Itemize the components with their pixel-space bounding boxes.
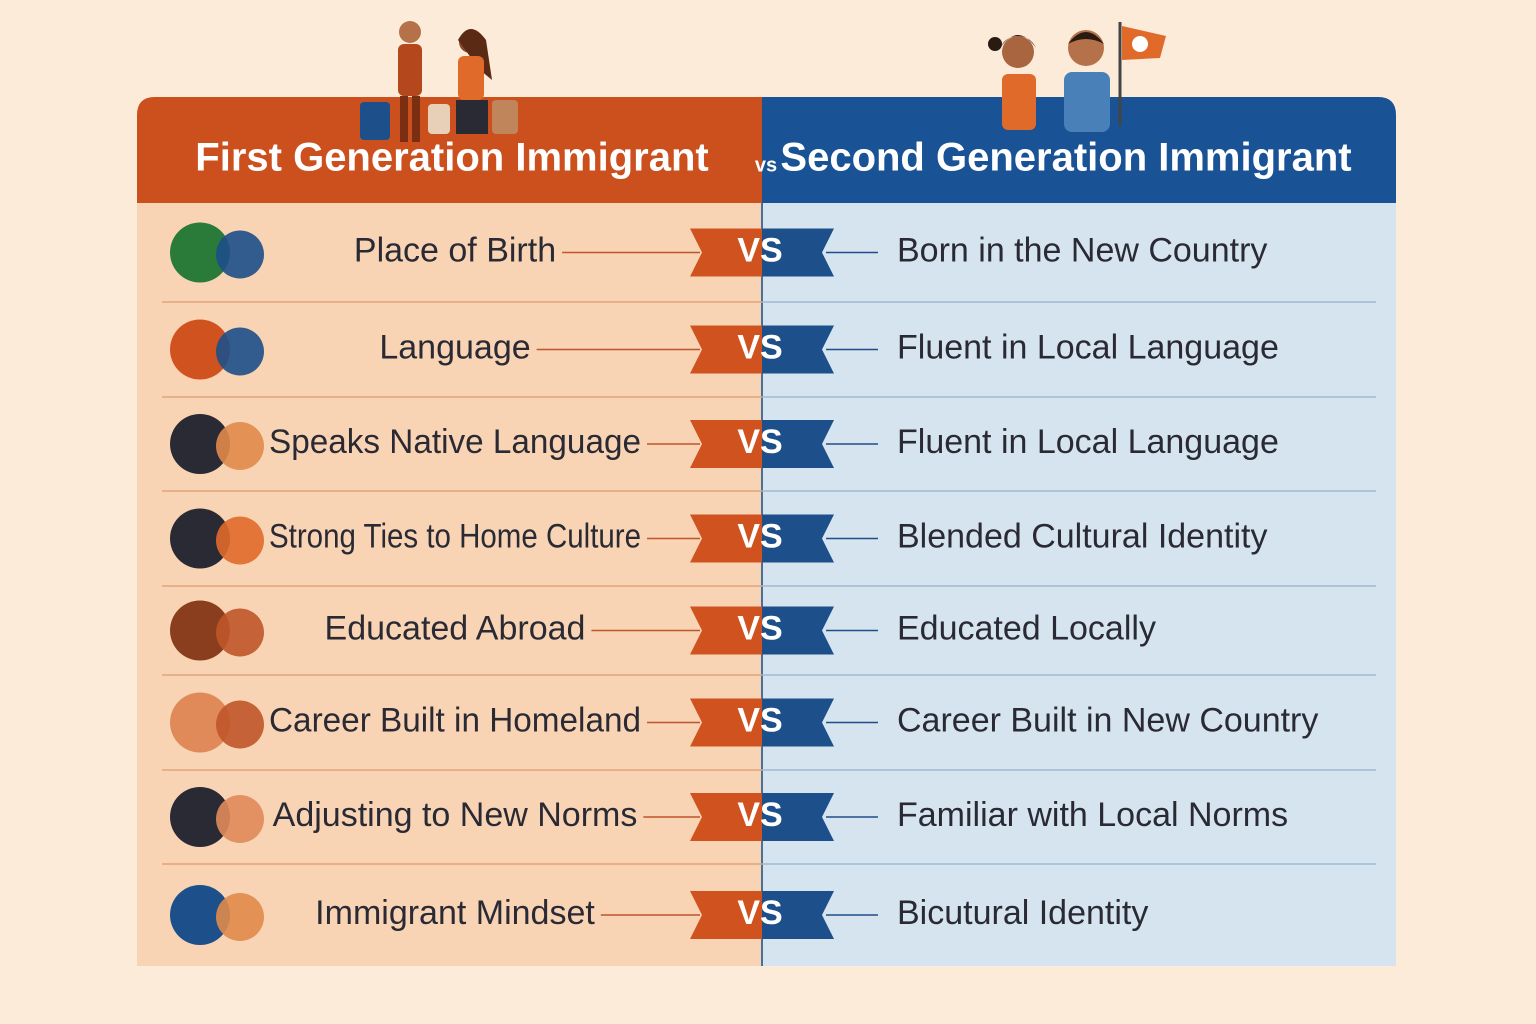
- icon-shape: [170, 222, 230, 283]
- vs-badge: VS: [737, 796, 782, 834]
- left-label: Immigrant Mindset: [315, 894, 595, 932]
- first-gen-people: [360, 21, 518, 142]
- right-label: Fluent in Local Language: [897, 423, 1279, 461]
- left-header: [137, 97, 762, 203]
- comparison-row: Strong Ties to Home Culture VS Blended Cul…: [162, 508, 1376, 587]
- badge-right: [762, 514, 834, 563]
- badge-left: [690, 891, 762, 939]
- row-icon: [170, 787, 264, 847]
- icon-shape: [216, 230, 264, 279]
- vs-badge: VS: [737, 328, 782, 366]
- comparison-row: Educated Abroad VS Educated Locally: [162, 600, 1376, 676]
- icon-shape: [170, 600, 230, 661]
- right-label: Born in the New Country: [897, 231, 1267, 269]
- vs-badge: VS: [737, 701, 782, 739]
- row-icon: [170, 600, 264, 661]
- row-icon: [170, 508, 264, 569]
- icon-shape: [170, 885, 230, 945]
- right-label: Fluent in Local Language: [897, 328, 1279, 366]
- badge-left: [690, 514, 762, 563]
- right-header: [762, 97, 1396, 203]
- icon-shape: [216, 327, 264, 376]
- icon-shape: [216, 795, 264, 843]
- header-vs: vs: [755, 154, 777, 176]
- comparison-row: Speaks Native Language VS Fluent in Local …: [162, 414, 1376, 492]
- vs-badge: VS: [737, 423, 782, 461]
- left-label: Language: [379, 328, 530, 366]
- comparison-row: Place of Birth VS Born in the New Country: [162, 222, 1376, 303]
- rows: Place of Birth VS Born in the New Country L…: [162, 222, 1376, 945]
- vs-badge: VS: [737, 517, 782, 555]
- badge-left: [690, 698, 762, 747]
- row-icon: [170, 222, 264, 283]
- vs-badge: VS: [737, 609, 782, 647]
- comparison-row: Language VS Fluent in Local Language: [162, 319, 1376, 398]
- right-label: Educated Locally: [897, 609, 1156, 647]
- right-label: Familiar with Local Norms: [897, 796, 1288, 834]
- left-label: Educated Abroad: [325, 609, 586, 647]
- right-label: Career Built in New Country: [897, 701, 1318, 739]
- icon-shape: [170, 508, 230, 569]
- vs-badge: VS: [737, 231, 782, 269]
- comparison-row: Adjusting to New Norms VS Familiar with Lo…: [162, 787, 1376, 865]
- right-title: Second Generation Immigrant: [780, 136, 1351, 180]
- row-icon: [170, 692, 264, 753]
- left-label: Place of Birth: [354, 231, 556, 269]
- badge-left: [690, 325, 762, 374]
- badge-left: [690, 793, 762, 841]
- second-gen-people: [988, 22, 1166, 132]
- badge-left: [690, 228, 762, 277]
- icon-shape: [216, 422, 264, 470]
- icon-shape: [216, 700, 264, 749]
- left-panel: [137, 203, 762, 966]
- badge-right: [762, 325, 834, 374]
- left-title: First Generation Immigrant: [195, 136, 708, 180]
- icon-shape: [170, 787, 230, 847]
- row-icon: [170, 319, 264, 380]
- badge-left: [690, 420, 762, 468]
- row-icon: [170, 885, 264, 945]
- left-label: Speaks Native Language: [269, 423, 641, 461]
- badge-right: [762, 698, 834, 747]
- icon-shape: [170, 319, 230, 380]
- right-label: Bicutural Identity: [897, 894, 1148, 932]
- icon-shape: [170, 414, 230, 474]
- badge-right: [762, 606, 834, 655]
- comparison-row: Career Built in Homeland VS Career Built i…: [162, 692, 1376, 771]
- right-label: Blended Cultural Identity: [897, 517, 1267, 555]
- badge-right: [762, 420, 834, 468]
- icon-shape: [216, 516, 264, 565]
- row-icon: [170, 414, 264, 474]
- left-label: Adjusting to New Norms: [273, 796, 638, 834]
- right-panel: [762, 203, 1396, 966]
- icon-shape: [216, 608, 264, 657]
- badge-right: [762, 228, 834, 277]
- badge-right: [762, 793, 834, 841]
- badge-left: [690, 606, 762, 655]
- comparison-row: Immigrant Mindset VS Bicutural Identity: [170, 885, 1148, 945]
- vs-badge: VS: [737, 894, 782, 932]
- left-label: Strong Ties to Home Culture: [269, 517, 641, 555]
- badge-right: [762, 891, 834, 939]
- icon-shape: [216, 893, 264, 941]
- icon-shape: [170, 692, 230, 753]
- left-label: Career Built in Homeland: [269, 701, 641, 739]
